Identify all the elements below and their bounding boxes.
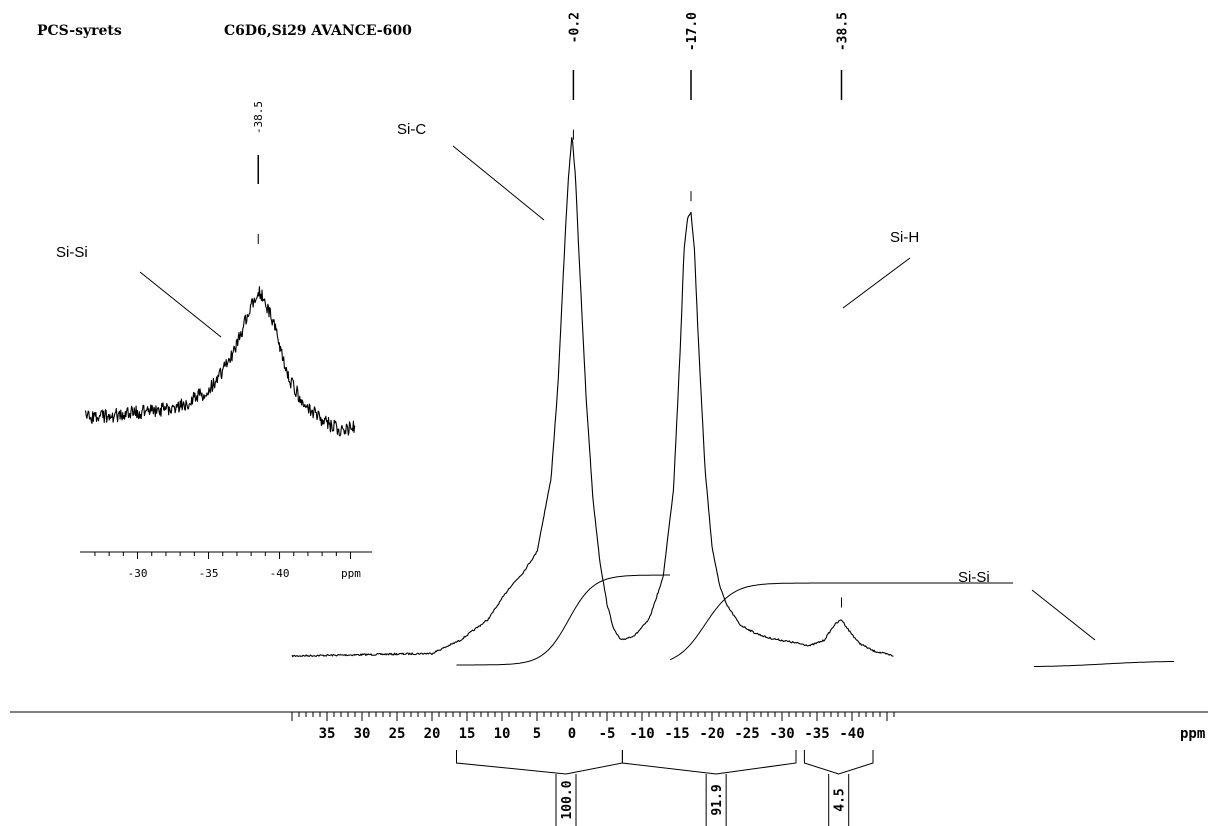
main-x-tick-label: 10 — [494, 726, 511, 742]
annotation-si-h-leader — [842, 257, 911, 309]
main-x-tick-label: -25 — [734, 726, 759, 742]
annotation-si-h: Si-H — [890, 229, 919, 246]
annotation-si-si-inset-leader — [139, 271, 222, 338]
integral-value: 100.0 — [560, 780, 575, 819]
main-x-axis-unit: ppm — [1180, 726, 1205, 742]
integral-curve — [669, 582, 1013, 661]
main-x-tick-label: -35 — [804, 726, 829, 742]
inset-x-ticks: -30 -35 -40 — [94, 552, 352, 580]
integral-bracket — [803, 750, 874, 775]
integral-curve — [1034, 661, 1174, 667]
main-x-tick-label: -15 — [664, 726, 689, 742]
assignment-labels: Si-C Si-H Si-Si — [397, 121, 1096, 641]
integral-value: 91.9 — [710, 784, 725, 815]
main-x-tick-label: -30 — [769, 726, 794, 742]
main-peak-markers: -0.2 -17.0 -38.5 — [567, 12, 851, 608]
peak-label: -38.5 — [836, 12, 851, 51]
integral-value: 4.5 — [833, 788, 848, 811]
annotation-si-si-inset: Si-Si — [56, 244, 88, 261]
main-spectrum-trace — [291, 137, 894, 658]
integral-bracket — [621, 750, 797, 775]
inset-peak-label: -38.5 — [252, 101, 265, 134]
acquisition-conditions: C6D6,Si29 AVANCE-600 — [224, 23, 412, 39]
inset-spectrum-trace — [84, 286, 356, 437]
main-x-tick-label: 30 — [354, 726, 371, 742]
annotation-si-c: Si-C — [397, 121, 426, 138]
annotation-si-si-main-leader — [1031, 589, 1096, 641]
inset-x-tick-label: -35 — [199, 567, 219, 580]
sample-name: PCS-syrets — [37, 23, 122, 39]
annotation-si-si-main: Si-Si — [958, 569, 990, 586]
main-x-tick-label: -10 — [629, 726, 654, 742]
integral-bracket — [456, 750, 623, 775]
main-x-tick-label: 25 — [389, 726, 406, 742]
main-x-ticks: 35 30 25 20 15 10 5 0 -5 -10 -15 -20 -25 -30 -35 -40 — [291, 712, 895, 742]
annotation-si-c-leader — [452, 145, 545, 221]
integral-brackets: 100.0 91.9 4.5 — [456, 750, 874, 826]
peak-label: -17.0 — [685, 12, 700, 51]
inset-x-tick-label: -40 — [270, 567, 290, 580]
main-x-tick-label: -40 — [839, 726, 864, 742]
main-x-tick-label: -20 — [699, 726, 724, 742]
integral-curves — [456, 574, 1174, 667]
inset-peak-markers: -38.5 — [252, 101, 265, 244]
main-x-tick-label: 0 — [568, 726, 576, 742]
inset-spectrum: -30 -35 -40 ppm -38.5 Si-Si — [56, 101, 372, 580]
main-x-tick-label: 35 — [319, 726, 336, 742]
peak-label: -0.2 — [567, 12, 582, 43]
inset-x-axis-unit: ppm — [341, 567, 361, 580]
integral-curve — [456, 574, 670, 666]
inset-x-tick-label: -30 — [128, 567, 148, 580]
main-x-tick-label: -5 — [599, 726, 616, 742]
main-x-tick-label: 20 — [424, 726, 441, 742]
main-x-tick-label: 15 — [459, 726, 476, 742]
main-x-tick-label: 5 — [533, 726, 541, 742]
